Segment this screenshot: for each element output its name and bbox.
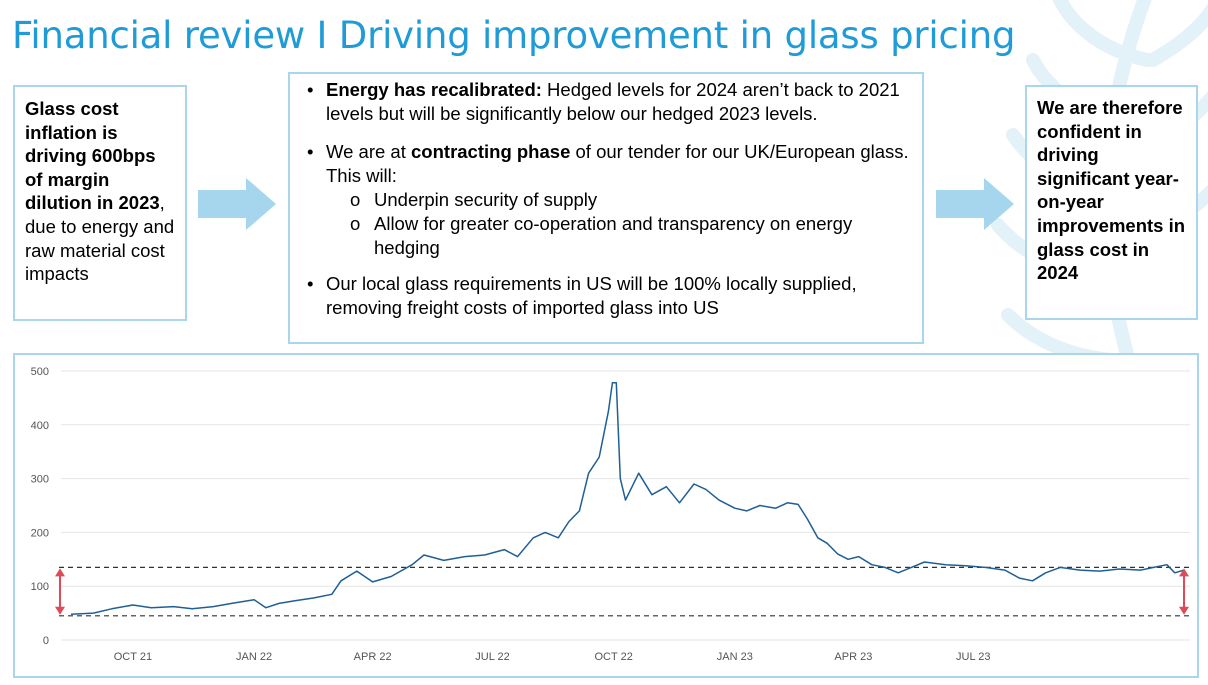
margin-dilution-bold-text: Glass cost inflation is driving 600bps o…: [25, 98, 160, 214]
x-tick-label: JAN 23: [717, 651, 753, 663]
y-tick-label: 400: [31, 420, 49, 432]
right-arrow-icon: [936, 178, 1014, 230]
list-item: Energy has recalibrated: Hedged levels f…: [302, 78, 910, 126]
x-tick-label: JUL 23: [956, 651, 990, 663]
x-tick-label: APR 22: [354, 651, 392, 663]
sub-list-item: Allow for greater co-operation and trans…: [302, 212, 910, 260]
contracting-bold-text: contracting phase: [411, 141, 571, 162]
contracting-pre-text: We are at: [326, 141, 412, 162]
x-tick-label: APR 23: [834, 651, 872, 663]
conclusion-box: We are therefore confident in driving si…: [1025, 85, 1198, 320]
energy-heading: Energy has recalibrated:: [326, 79, 542, 100]
y-tick-label: 100: [31, 581, 49, 593]
x-tick-label: JUL 22: [475, 651, 509, 663]
initiatives-list: Energy has recalibrated: Hedged levels f…: [302, 78, 910, 320]
x-tick-label: JAN 22: [236, 651, 272, 663]
margin-dilution-text: , due to energy and raw material cost im…: [25, 192, 175, 285]
x-tick-label: OCT 22: [595, 651, 633, 663]
conclusion-text: We are therefore confident in driving si…: [1037, 97, 1186, 284]
range-arrow-head: [55, 606, 65, 615]
y-tick-label: 500: [31, 366, 49, 378]
y-tick-label: 300: [31, 474, 49, 486]
list-item: We are at contracting phase of our tende…: [302, 140, 910, 260]
y-tick-label: 200: [31, 527, 49, 539]
page-title: Financial review I Driving improvement i…: [12, 14, 1016, 57]
range-arrow-head: [55, 568, 65, 577]
range-arrow-head: [1179, 568, 1189, 577]
margin-dilution-box: Glass cost inflation is driving 600bps o…: [13, 85, 187, 321]
x-tick-label: OCT 21: [114, 651, 152, 663]
contracting-post-text: of our tender for our UK/European glass.…: [326, 141, 909, 186]
initiatives-box: Energy has recalibrated: Hedged levels f…: [288, 72, 924, 344]
y-tick-label: 0: [43, 635, 49, 647]
range-arrow-head: [1179, 606, 1189, 615]
list-item: Our local glass requirements in US will …: [302, 272, 910, 320]
series-line: [70, 382, 1185, 615]
chart-svg: 0 100 200 300 400 500 OCT 21 JAN 22 APR 22 JUL 22…: [31, 366, 1190, 663]
glass-price-chart: 0 100 200 300 400 500 OCT 21 JAN 22 APR 22 JUL 22…: [13, 353, 1199, 678]
sub-list-item: Underpin security of supply: [302, 188, 910, 212]
right-arrow-icon: [198, 178, 276, 230]
contracting-sub-list: Underpin security of supply Allow for gr…: [326, 188, 910, 260]
energy-text: Hedged levels for 2024 aren’t back to 20…: [326, 79, 900, 124]
